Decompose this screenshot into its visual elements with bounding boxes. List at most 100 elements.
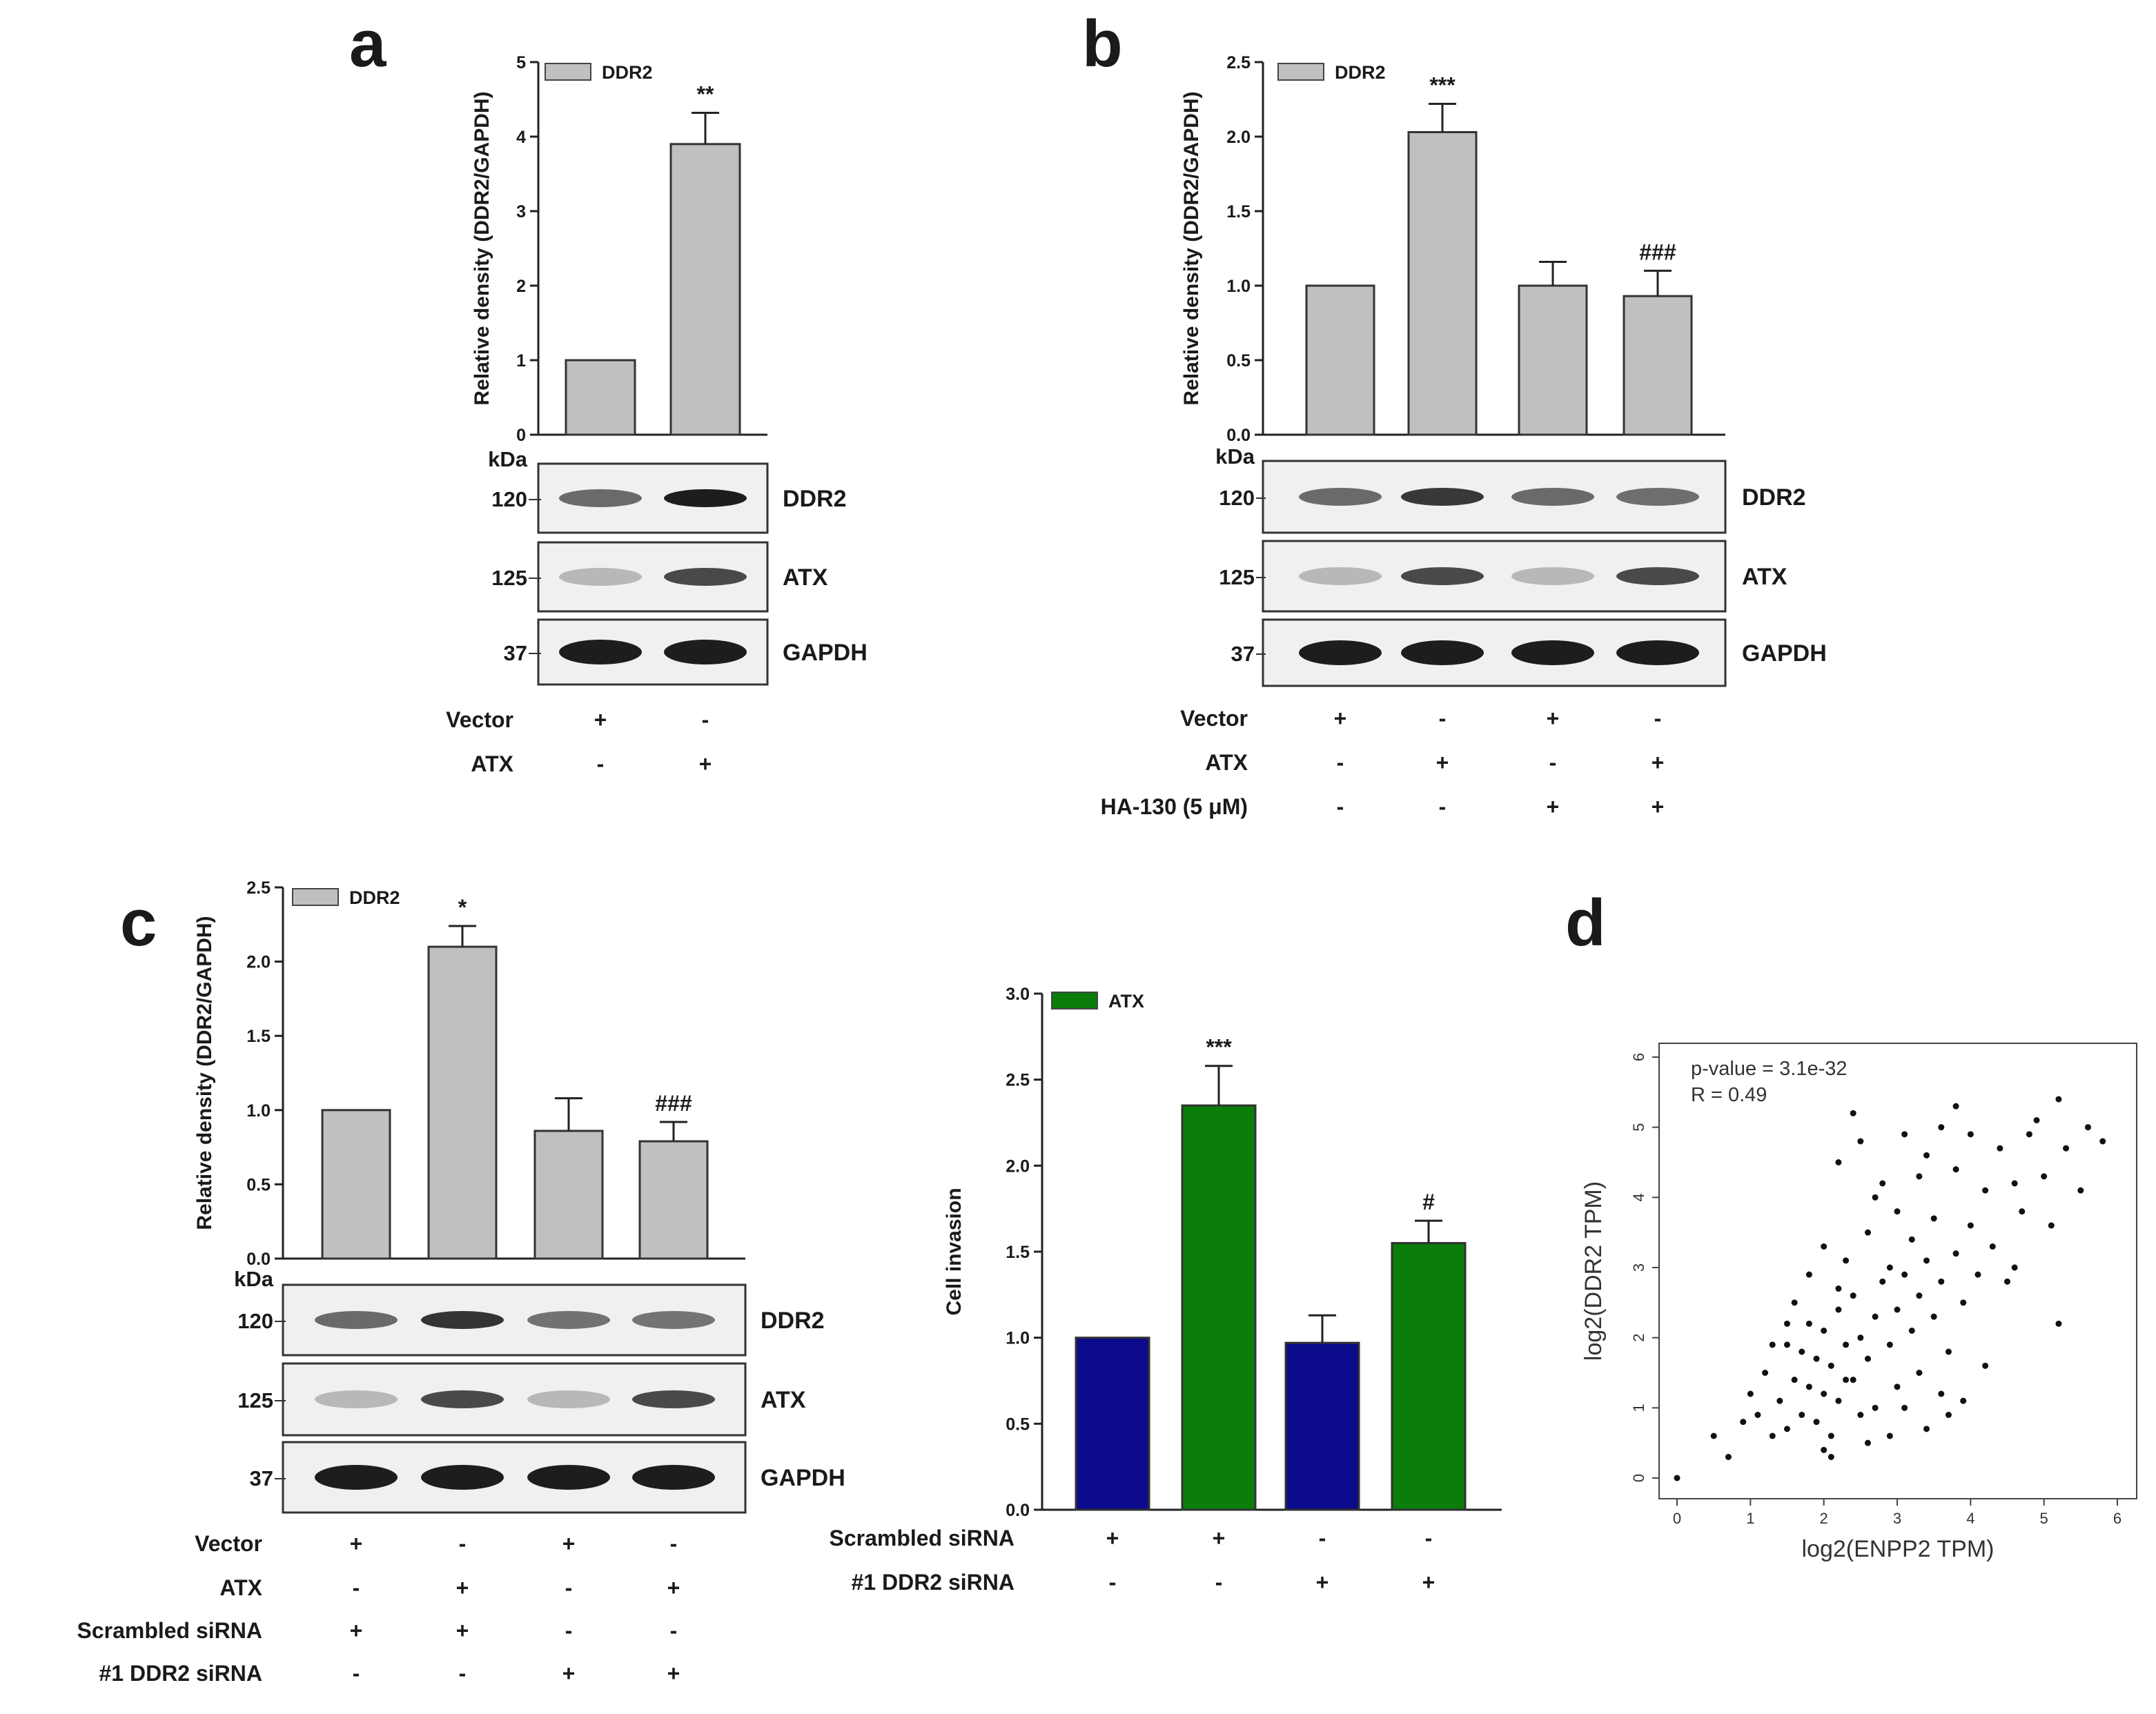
scatter-point: [1799, 1412, 1805, 1418]
scatter-point: [1799, 1348, 1805, 1355]
bar: [533, 1130, 604, 1260]
legend-swatch: [545, 63, 591, 81]
significance-label: ***: [1429, 72, 1456, 97]
scatter-point: [1982, 1362, 1989, 1369]
y-tick-label: 2.5: [246, 878, 271, 898]
legend-label: ATX: [1108, 991, 1144, 1012]
scatter-point: [2063, 1145, 2070, 1152]
blot-protein-label: ATX: [761, 1387, 806, 1413]
legend-label: DDR2: [349, 887, 400, 908]
scatter-point: [1754, 1412, 1761, 1418]
scatter-point: [2099, 1138, 2106, 1145]
condition-sign: -: [565, 1575, 573, 1600]
y-tick-label: 3: [1630, 1263, 1647, 1272]
legend-swatch: [292, 888, 339, 906]
scatter-point: [2055, 1096, 2062, 1103]
bar: [1075, 1337, 1150, 1511]
bar: [1284, 1341, 1360, 1511]
blot-band: [421, 1390, 504, 1408]
scatter-point: [1864, 1439, 1871, 1446]
condition-sign: +: [562, 1531, 576, 1556]
scatter-point: [2084, 1124, 2091, 1131]
x-axis-title: log2(ENPP2 TPM): [1801, 1536, 1994, 1562]
scatter-point: [2026, 1131, 2032, 1138]
y-tick-label: 0.5: [1226, 351, 1251, 371]
y-tick-label: 3.0: [1006, 985, 1030, 1004]
kda-marker: 37: [504, 641, 527, 665]
scatter-point: [1827, 1454, 1834, 1460]
scatter-point: [1784, 1426, 1790, 1432]
x-tick-label: 0: [1673, 1510, 1681, 1527]
scatter-point: [1813, 1419, 1820, 1426]
scatter-point: [1784, 1320, 1790, 1327]
bar: [1518, 284, 1588, 436]
y-tick-label: 6: [1630, 1053, 1647, 1061]
scatter-point: [1938, 1124, 1945, 1131]
scatter-point: [2011, 1264, 2018, 1271]
scatter-point: [1930, 1313, 1937, 1320]
scatter-point: [1747, 1390, 1754, 1397]
scatter-point: [1740, 1419, 1747, 1426]
scatter-point: [1813, 1355, 1820, 1362]
scatter-point: [1886, 1432, 1893, 1439]
condition-label: Vector: [1180, 706, 1248, 731]
kda-marker: 120: [491, 487, 527, 511]
kda-marker: 120: [237, 1309, 273, 1333]
scatter-point: [2055, 1320, 2062, 1327]
condition-sign: +: [456, 1575, 469, 1600]
scatter-point: [1674, 1475, 1680, 1481]
condition-sign: +: [562, 1661, 576, 1686]
y-tick-label: 1.5: [246, 1027, 271, 1046]
bar: [638, 1140, 709, 1260]
scatter-point: [1952, 1103, 1959, 1110]
legend-swatch: [1051, 992, 1098, 1009]
blot-protein-label: ATX: [783, 564, 828, 591]
scatter-point: [1886, 1341, 1893, 1348]
condition-sign: +: [1422, 1570, 1435, 1595]
scatter-point: [1843, 1257, 1850, 1264]
condition-sign: +: [667, 1661, 680, 1686]
scatter-point: [2077, 1187, 2084, 1194]
blot-band: [664, 640, 747, 664]
y-tick-label: 2.0: [246, 953, 271, 972]
condition-sign: -: [1319, 1526, 1326, 1550]
condition-label: Vector: [446, 707, 513, 732]
y-tick-label: 1: [516, 351, 526, 371]
y-tick-label: 0.0: [1006, 1501, 1030, 1520]
scatter-point: [1894, 1306, 1901, 1313]
condition-sign: +: [1106, 1526, 1119, 1550]
x-tick-label: 4: [1966, 1510, 1974, 1527]
legend-label: DDR2: [602, 62, 653, 83]
condition-sign: +: [1213, 1526, 1226, 1550]
scatter-point: [1879, 1278, 1886, 1285]
blot-protein-label: GAPDH: [761, 1465, 845, 1491]
scatter-point: [1850, 1292, 1856, 1299]
kda-unit-label: kDa: [488, 447, 528, 471]
blot-band: [1616, 640, 1699, 665]
scatter-point: [1872, 1313, 1879, 1320]
panel-letter-d: d: [1565, 886, 1606, 960]
scatter-point: [2041, 1173, 2048, 1180]
panel-b: 0.0 0.5 1.0 1.5 2.0 2.5 Relative density (DDR2…: [1101, 53, 1827, 819]
scatter-point: [1835, 1397, 1842, 1404]
condition-label: Scrambled siRNA: [829, 1526, 1015, 1550]
scatter-point: [1835, 1159, 1842, 1165]
legend-label: DDR2: [1335, 62, 1386, 83]
scatter-point: [1923, 1257, 1930, 1264]
condition-sign: +: [699, 751, 712, 776]
panel-a: 0 1 2 3 4 5 Relative density (DDR2/GAPDH) DDR2 *…: [446, 53, 868, 776]
scatter-point: [1967, 1222, 1974, 1229]
significance-label: *: [458, 895, 467, 920]
scatter-point: [1967, 1131, 1974, 1138]
y-tick-label: 0.5: [246, 1175, 271, 1194]
scatter-point: [1835, 1286, 1842, 1292]
condition-sign: +: [350, 1618, 363, 1643]
scatter-point: [1923, 1152, 1930, 1159]
y-tick-label: 0: [516, 426, 526, 445]
condition-sign: -: [1109, 1570, 1117, 1595]
y-tick-label: 2: [516, 277, 526, 296]
scatter-point: [1821, 1446, 1827, 1453]
x-tick-label: 5: [2040, 1510, 2048, 1527]
scatter-point: [1872, 1404, 1879, 1411]
condition-sign: -: [1439, 794, 1447, 819]
